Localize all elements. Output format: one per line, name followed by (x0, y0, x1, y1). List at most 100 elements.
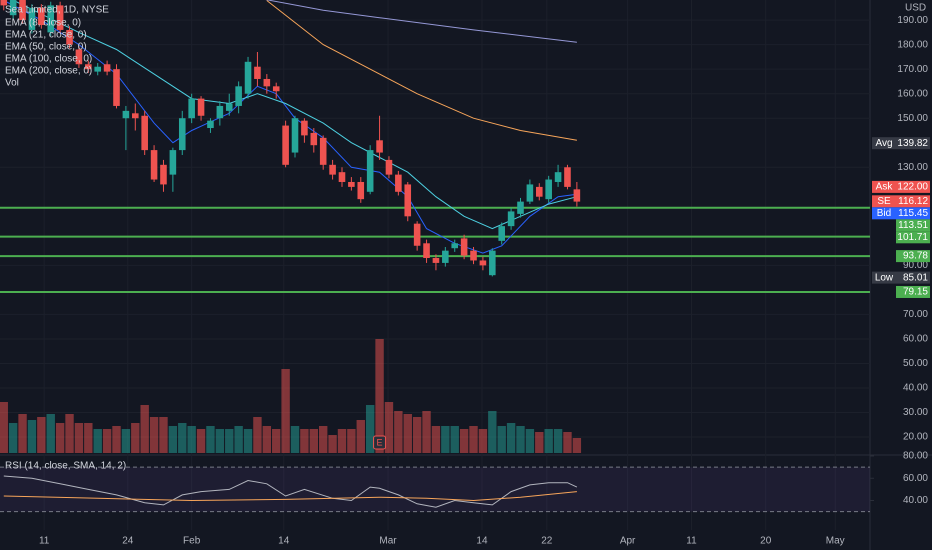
volume-bar (272, 429, 281, 453)
volume-bar (46, 414, 55, 453)
candle-body (404, 184, 412, 217)
price-label: 122.00 (897, 182, 928, 193)
y-tick-label: 40.00 (903, 383, 928, 394)
volume-bar (253, 417, 262, 453)
volume-bar (243, 429, 253, 453)
candle-body (489, 250, 496, 276)
candle-body (188, 98, 195, 119)
candle-body (47, 5, 55, 33)
volume-bar (318, 426, 328, 453)
candle-body (451, 243, 459, 249)
volume-bar (431, 426, 441, 453)
candle-body (150, 150, 158, 180)
candle-body (141, 115, 148, 151)
volume-bar (55, 423, 65, 453)
candle-body (160, 164, 167, 185)
volume-bar (459, 429, 469, 453)
candle-body (0, 0, 8, 6)
price-label: 101.71 (897, 232, 928, 243)
x-tick-label: 14 (476, 536, 488, 547)
ema-line (266, 0, 577, 141)
price-label: 115.45 (898, 208, 928, 219)
candle-body (442, 250, 449, 263)
candle-body (554, 172, 562, 182)
volume-bar (74, 423, 84, 453)
candle-body (376, 140, 383, 153)
candle-body (423, 243, 430, 259)
candle-body (479, 260, 487, 266)
rsi-band (0, 467, 870, 512)
legend-entry: EMA (21, close, 0) (5, 30, 87, 41)
marker-name-box (872, 207, 896, 220)
legend-entry: EMA (50, close, 0) (5, 42, 87, 53)
volume-bar (375, 339, 384, 453)
price-label-box (896, 137, 930, 150)
candle-body (103, 64, 111, 72)
y-tick-label: 30.00 (903, 407, 928, 418)
x-tick-label: 14 (278, 536, 290, 547)
price-pane (0, 0, 870, 293)
marker-name-box (872, 180, 896, 193)
candle-body (66, 29, 73, 45)
price-label-box (896, 250, 930, 263)
volume-bar (328, 435, 337, 453)
y-tick-label: 160.00 (897, 88, 928, 99)
price-label-box (896, 180, 930, 193)
candle-body (178, 118, 186, 151)
volume-bar (196, 429, 206, 453)
volume-bar (0, 402, 8, 453)
candle-body (94, 66, 101, 72)
candle-body (263, 78, 271, 87)
candle-body (535, 186, 543, 197)
ema-line (11, 0, 578, 230)
candle-body (366, 150, 374, 192)
candle-body (329, 164, 336, 175)
volume-bar (225, 429, 234, 453)
candle-body (282, 125, 289, 165)
volume-bar (84, 423, 93, 453)
volume-bar (347, 429, 356, 453)
candle-body (244, 61, 252, 94)
volume-bar (300, 429, 309, 453)
x-tick-label: 11 (39, 536, 50, 547)
y-tick-label: 180.00 (897, 39, 928, 50)
y-tick-label: 50.00 (903, 358, 928, 369)
earnings-marker: E (377, 437, 383, 447)
y-tick-label: 90.00 (903, 260, 928, 271)
volume-bar (18, 414, 27, 453)
candle-body (19, 0, 26, 21)
candle-body (56, 5, 64, 30)
candle-body (235, 86, 242, 106)
x-tick-label: May (826, 536, 845, 547)
volume-bar (93, 429, 102, 453)
currency: USD (905, 3, 926, 14)
volume-bar (309, 429, 318, 453)
price-label: 139.82 (897, 138, 928, 149)
legend-entry: EMA (100, close, 0) (5, 54, 92, 65)
volume-bar (563, 432, 572, 453)
x-tick-label: 20 (760, 536, 772, 547)
candle-body (122, 110, 130, 119)
price-label: 116.12 (898, 196, 928, 207)
volume-bar (394, 411, 403, 453)
volume-bar (441, 426, 450, 453)
volume-bar (27, 420, 37, 453)
rsi-pane: 80.00 60.00 40.00 (0, 451, 928, 513)
volume-bar (412, 417, 422, 453)
y-tick-label: 70.00 (903, 309, 928, 320)
rsi-tick-label: 60.00 (903, 473, 928, 484)
volume-bar (553, 429, 563, 453)
volume-bar (422, 411, 431, 453)
volume-bar (206, 426, 215, 453)
axes: 190.00 180.00 170.00 160.00 150.00 130.00 90.0… (39, 15, 930, 547)
marker-name: Ask (876, 182, 894, 193)
marker-name: SE (877, 196, 891, 207)
candle-body (507, 211, 515, 227)
marker-name-box (872, 137, 896, 150)
price-label-box (896, 231, 930, 244)
candle-body (9, 0, 17, 16)
candle-body (348, 181, 355, 187)
candle-body (432, 258, 440, 263)
volume-bar (168, 426, 178, 453)
